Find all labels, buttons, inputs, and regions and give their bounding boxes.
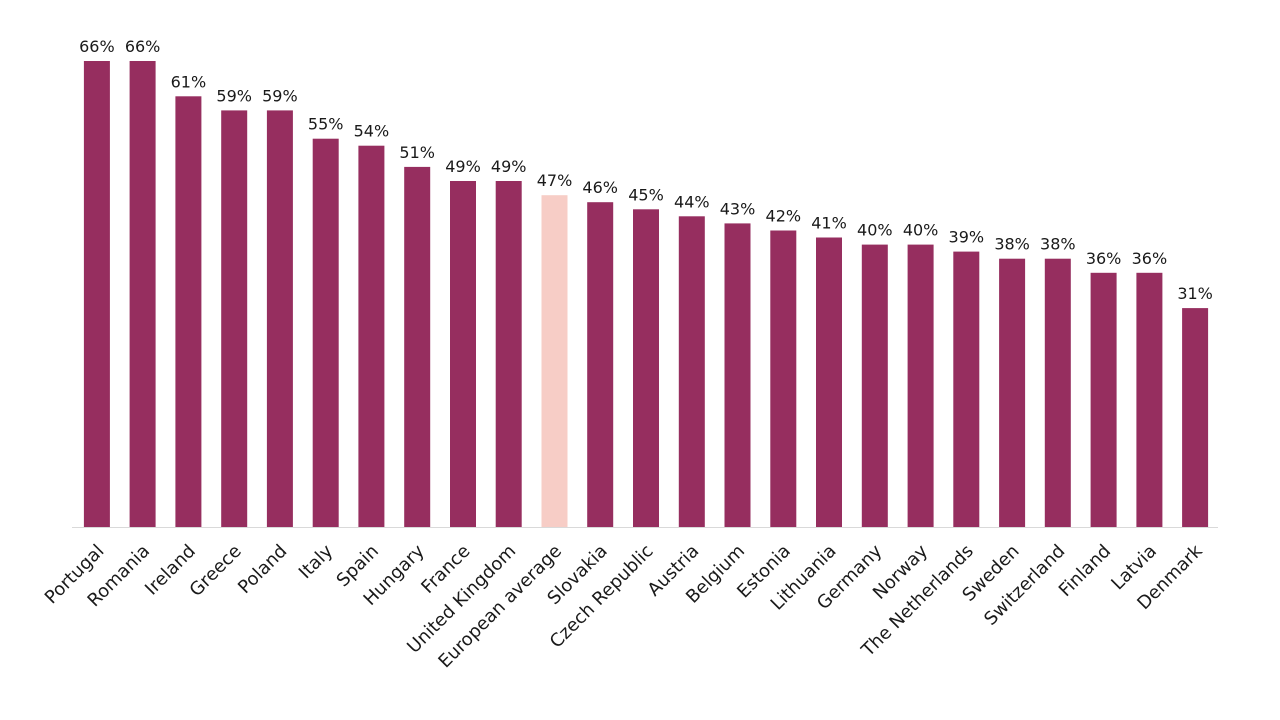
bar-czech-republic [633, 209, 659, 528]
bars-group [83, 61, 1209, 528]
value-label-lithuania: 41% [811, 214, 847, 233]
value-label-romania: 66% [125, 37, 161, 56]
value-label-poland: 59% [262, 86, 298, 105]
bar-the-netherlands [953, 251, 980, 527]
value-labels-group: 66% 66% 61% 59% 59% 55% 54% 51% 49% 49% 47% 46% 45% 4… [79, 37, 1213, 303]
bar-belgium [724, 223, 751, 527]
bar-norway [907, 244, 934, 527]
bar-romania [129, 61, 156, 527]
bar-slovakia [587, 202, 614, 527]
value-label-austria: 44% [674, 192, 710, 211]
bar-lithuania [816, 237, 842, 527]
bar-italy [312, 138, 339, 527]
bar-austria [678, 216, 705, 528]
value-label-germany: 40% [857, 221, 893, 240]
bar-estonia [770, 230, 797, 527]
value-label-estonia: 42% [766, 207, 802, 226]
bar-poland [266, 110, 293, 528]
value-label-norway: 40% [903, 221, 939, 240]
value-label-united-kingdom: 49% [491, 157, 527, 176]
value-label-spain: 54% [354, 122, 390, 141]
bar-finland [1090, 272, 1117, 527]
value-label-greece: 59% [216, 86, 252, 105]
category-label-italy: Italy [295, 540, 338, 583]
value-label-czech-republic: 45% [628, 185, 664, 204]
bar-latvia [1136, 272, 1163, 527]
bar-portugal [83, 61, 110, 527]
bar-hungary [404, 166, 431, 527]
bar-spain [358, 145, 385, 527]
value-label-denmark: 31% [1177, 284, 1213, 303]
bar-european-average [541, 195, 568, 527]
bar-sweden [999, 258, 1026, 527]
bar-france [450, 181, 476, 527]
category-label-poland: Poland [234, 541, 291, 598]
value-label-slovakia: 46% [582, 178, 618, 197]
value-label-the-netherlands: 39% [949, 228, 985, 247]
category-label-finland: Finland [1055, 541, 1115, 601]
category-label-greece: Greece [186, 541, 246, 601]
value-label-sweden: 38% [994, 235, 1030, 254]
bar-greece [221, 110, 248, 528]
bar-ireland [175, 96, 202, 528]
value-label-italy: 55% [308, 115, 344, 134]
bar-denmark [1182, 308, 1209, 527]
value-label-switzerland: 38% [1040, 235, 1076, 254]
value-label-ireland: 61% [171, 72, 207, 91]
bar-germany [861, 244, 888, 527]
value-label-belgium: 43% [720, 199, 756, 218]
value-label-portugal: 66% [79, 37, 115, 56]
value-label-france: 49% [445, 157, 481, 176]
value-label-european-average: 47% [537, 171, 573, 190]
bar-switzerland [1044, 258, 1071, 527]
value-label-hungary: 51% [399, 143, 435, 162]
value-label-finland: 36% [1086, 249, 1122, 268]
bar-united-kingdom [495, 181, 522, 527]
value-label-latvia: 36% [1132, 249, 1168, 268]
